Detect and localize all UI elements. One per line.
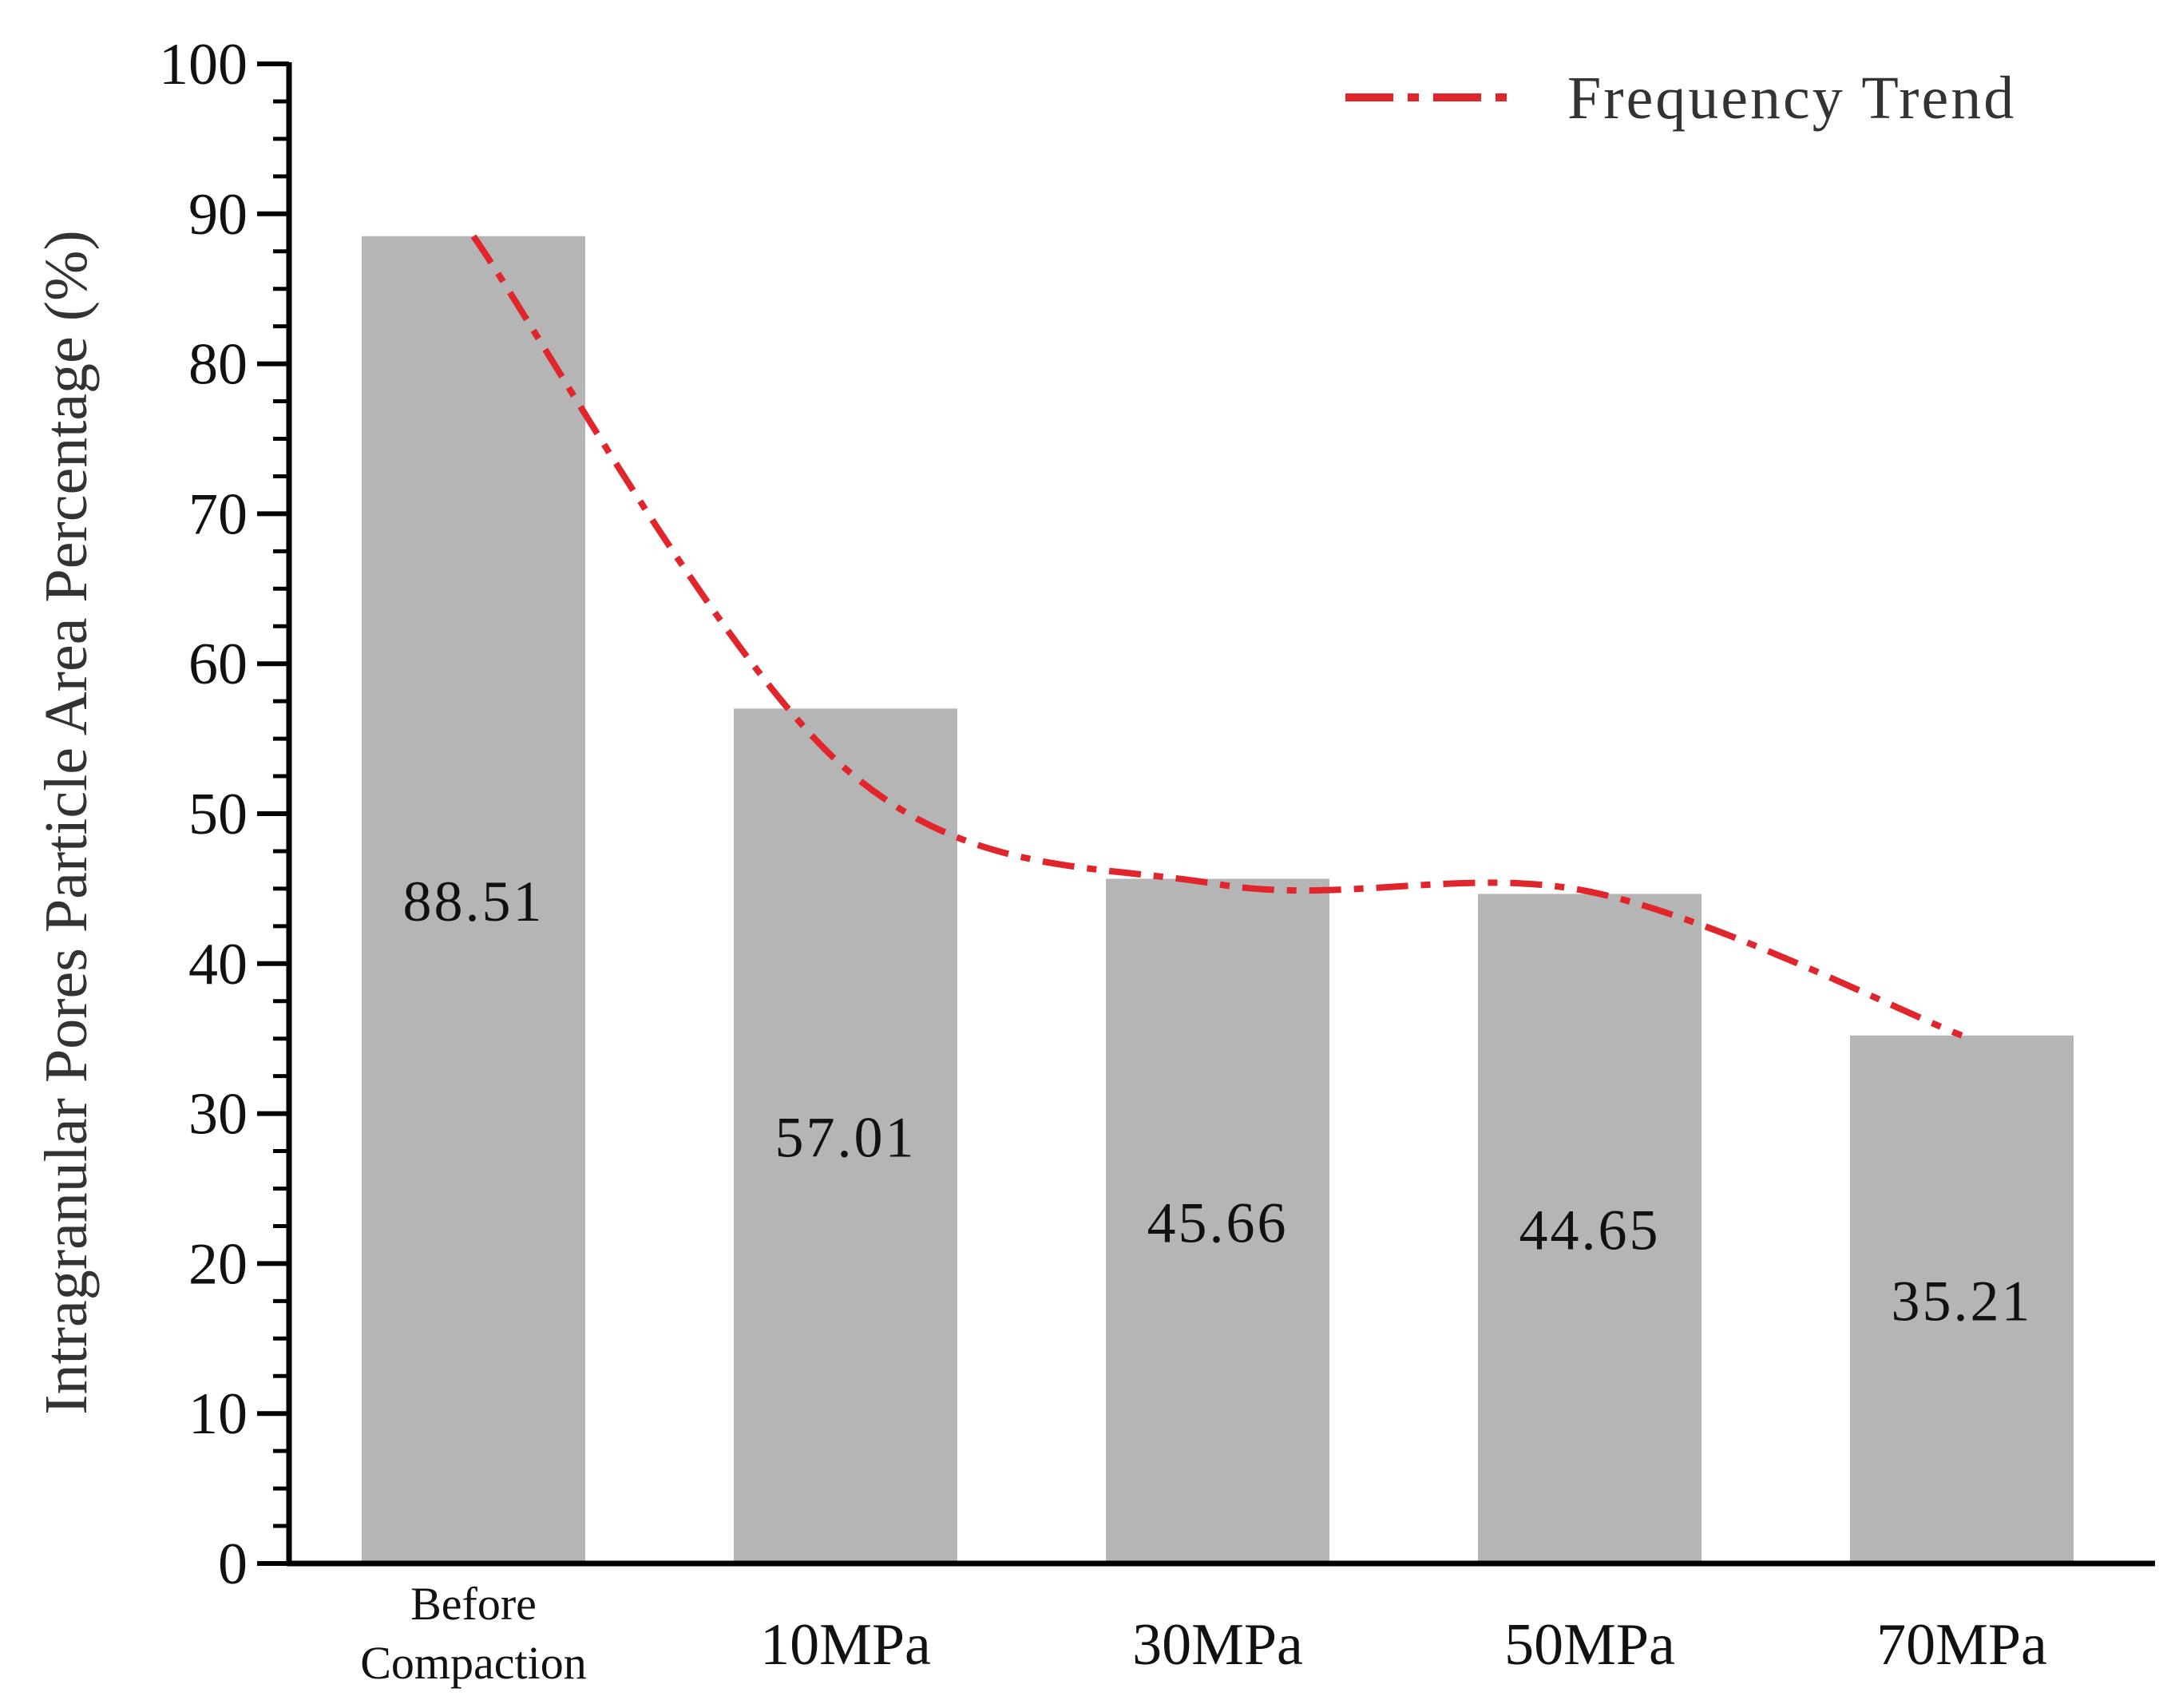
y-tick-label-10: 10: [188, 1381, 248, 1447]
bars-layer: [362, 236, 2074, 1563]
y-tick-label-80: 80: [188, 332, 248, 398]
y-tick-label-90: 90: [188, 182, 248, 248]
y-tick-label-40: 40: [188, 932, 248, 997]
x-category-label-2: 10MPa: [760, 1612, 931, 1678]
data-label-2: 57.01: [775, 1106, 917, 1170]
y-ticks-layer: 0 10 20 30 40 50 60 70 80 90 100: [159, 32, 289, 1597]
data-label-1: 88.51: [403, 870, 545, 933]
y-tick-label-20: 20: [188, 1231, 248, 1297]
x-category-label-1-line-1: Before: [410, 1578, 537, 1630]
data-labels-layer: 88.51 57.01 45.66 44.65 35.21: [403, 870, 2033, 1333]
data-label-3: 45.66: [1147, 1191, 1289, 1254]
legend-label-frequency-trend: Frequency Trend: [1567, 65, 2016, 132]
bar-1: [362, 236, 585, 1563]
y-tick-label-0: 0: [218, 1532, 248, 1597]
legend: Frequency Trend: [1345, 65, 2016, 132]
y-axis-title: Intragranular Pores Particle Area Percen…: [33, 230, 100, 1414]
y-tick-label-60: 60: [188, 632, 248, 697]
y-tick-label-50: 50: [188, 782, 248, 847]
y-tick-label-30: 30: [188, 1082, 248, 1147]
bar-2: [734, 708, 957, 1563]
y-tick-label-100: 100: [159, 32, 248, 97]
bar-4: [1478, 894, 1702, 1563]
data-label-4: 44.65: [1519, 1199, 1661, 1262]
x-category-label-4: 50MPa: [1504, 1612, 1675, 1678]
trend-layer: [470, 234, 1963, 1039]
x-category-label-1-line-2: Compaction: [360, 1637, 587, 1689]
data-label-5: 35.21: [1892, 1269, 2033, 1333]
trend-line-frequency: [470, 234, 1963, 1039]
bar-5: [1850, 1035, 2074, 1563]
x-categories-layer: Before Compaction 10MPa 30MPa 50MPa 70MPa: [360, 1578, 2047, 1689]
x-category-label-5: 70MPa: [1876, 1612, 2047, 1678]
y-tick-label-70: 70: [188, 481, 248, 547]
x-category-label-3: 30MPa: [1132, 1612, 1303, 1678]
bar-3: [1106, 878, 1329, 1563]
